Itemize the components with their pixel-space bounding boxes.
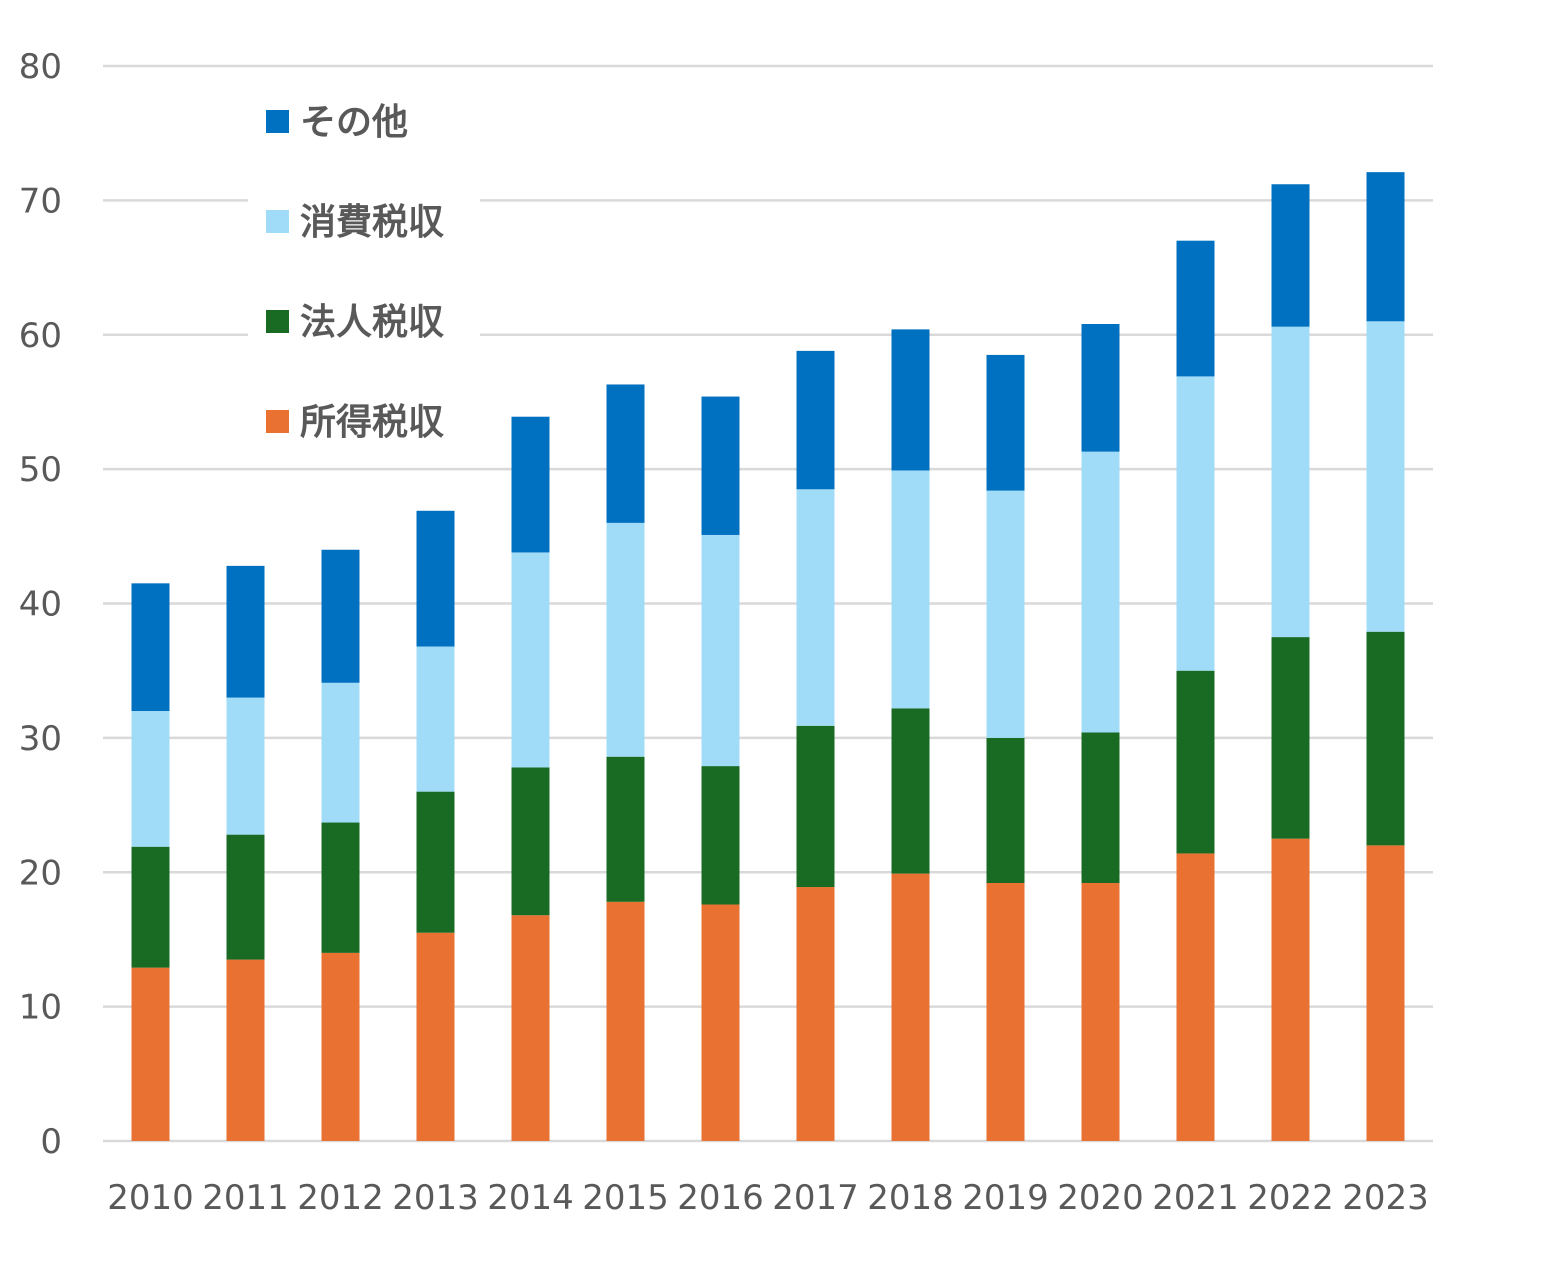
- bar-2023-series-1: [1366, 631, 1405, 846]
- bar-2019-series-3: [986, 354, 1025, 491]
- x-tick-label: 2011: [202, 1178, 289, 1218]
- bar-2018-series-0: [891, 873, 930, 1141]
- bar-2020-series-0: [1081, 883, 1120, 1141]
- y-tick-label: 30: [19, 719, 62, 759]
- bar-2012-series-0: [321, 952, 360, 1141]
- bar-2018-series-2: [891, 470, 930, 709]
- bar-2022-series-0: [1271, 838, 1310, 1141]
- bar-2016-series-2: [701, 534, 740, 767]
- x-tick-label: 2020: [1057, 1178, 1144, 1218]
- legend-label: その他: [300, 102, 408, 143]
- bar-2017-series-2: [796, 489, 835, 726]
- x-tick-label: 2015: [582, 1178, 669, 1218]
- bar-2014-series-3: [511, 416, 550, 553]
- y-tick-label: 50: [19, 450, 62, 490]
- bar-2014-series-0: [511, 915, 550, 1141]
- bar-2014-series-2: [511, 552, 550, 768]
- bar-2010-series-3: [131, 583, 170, 711]
- bar-2011-series-3: [226, 565, 265, 698]
- bar-2021-series-1: [1176, 670, 1215, 854]
- bar-2020-series-2: [1081, 451, 1120, 733]
- x-axis-tick-labels: 2010 2011 2012 2013 2014 2015 2016 2017 2018 2019…: [107, 1178, 1429, 1218]
- bar-2012-series-1: [321, 822, 360, 953]
- bar-2021-series-2: [1176, 376, 1215, 671]
- legend-swatch: [266, 310, 289, 333]
- bar-2018-series-3: [891, 329, 930, 471]
- x-tick-label: 2019: [962, 1178, 1049, 1218]
- bar-2019-series-2: [986, 490, 1025, 738]
- bar-2012-series-3: [321, 549, 360, 683]
- x-tick-label: 2023: [1342, 1178, 1429, 1218]
- y-tick-label: 20: [19, 853, 62, 893]
- bar-2022-series-3: [1271, 184, 1310, 327]
- bar-2023-series-3: [1366, 172, 1405, 322]
- bar-2022-series-2: [1271, 326, 1310, 638]
- bar-2011-series-2: [226, 697, 265, 835]
- bar-2010-series-2: [131, 711, 170, 847]
- bar-2013-series-0: [416, 932, 455, 1141]
- bar-2012-series-2: [321, 682, 360, 823]
- bar-2013-series-3: [416, 510, 455, 647]
- bar-2020-series-1: [1081, 732, 1120, 883]
- legend-swatch: [266, 210, 289, 233]
- bar-2017-series-1: [796, 725, 835, 888]
- x-tick-label: 2018: [867, 1178, 954, 1218]
- bar-2015-series-0: [606, 901, 645, 1141]
- bar-2013-series-1: [416, 791, 455, 933]
- x-tick-label: 2017: [772, 1178, 859, 1218]
- bar-2017-series-0: [796, 887, 835, 1141]
- bar-2020-series-3: [1081, 324, 1120, 452]
- y-tick-label: 10: [19, 988, 62, 1028]
- bar-2021-series-3: [1176, 240, 1215, 377]
- bar-2015-series-2: [606, 522, 645, 757]
- bar-2015-series-1: [606, 756, 645, 902]
- bar-2015-series-3: [606, 384, 645, 523]
- x-tick-label: 2022: [1247, 1178, 1334, 1218]
- bar-2023-series-2: [1366, 321, 1405, 632]
- bar-2010-series-1: [131, 846, 170, 968]
- legend-label: 法人税収: [300, 302, 444, 343]
- bar-2016-series-1: [701, 766, 740, 905]
- bar-2019-series-1: [986, 737, 1025, 883]
- y-tick-label: 80: [19, 47, 62, 87]
- x-tick-label: 2010: [107, 1178, 194, 1218]
- x-tick-label: 2021: [1152, 1178, 1239, 1218]
- bar-2023-series-0: [1366, 845, 1405, 1141]
- y-axis-tick-labels: 0 10 20 30 40 50 60 70 80: [19, 47, 62, 1162]
- bar-2021-series-0: [1176, 853, 1215, 1141]
- bar-2011-series-0: [226, 959, 265, 1141]
- bar-2022-series-1: [1271, 637, 1310, 839]
- bar-2018-series-1: [891, 708, 930, 874]
- x-tick-label: 2014: [487, 1178, 574, 1218]
- bar-2016-series-3: [701, 396, 740, 535]
- legend-label: 所得税収: [300, 402, 444, 443]
- legend-label: 消費税収: [300, 202, 444, 243]
- legend-background: [248, 82, 480, 452]
- bar-2013-series-2: [416, 646, 455, 792]
- bar-2010-series-0: [131, 967, 170, 1141]
- y-tick-label: 40: [19, 585, 62, 625]
- bar-2014-series-1: [511, 767, 550, 916]
- bars: [131, 172, 1405, 1141]
- x-tick-label: 2013: [392, 1178, 479, 1218]
- bar-2019-series-0: [986, 883, 1025, 1141]
- legend-swatch: [266, 410, 289, 433]
- x-tick-label: 2012: [297, 1178, 384, 1218]
- bar-2011-series-1: [226, 834, 265, 960]
- x-tick-label: 2016: [677, 1178, 764, 1218]
- y-tick-label: 60: [19, 316, 62, 356]
- y-tick-label: 0: [40, 1122, 62, 1162]
- legend-swatch: [266, 110, 289, 133]
- bar-2016-series-0: [701, 904, 740, 1141]
- bar-2017-series-3: [796, 350, 835, 490]
- y-tick-label: 70: [19, 181, 62, 221]
